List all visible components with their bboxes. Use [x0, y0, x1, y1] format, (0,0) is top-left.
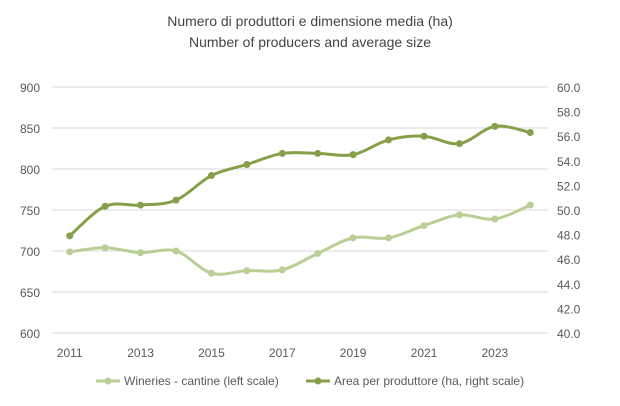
x-tick-label: 2021 — [411, 346, 438, 360]
y-right-tick-label: 56.0 — [557, 130, 581, 144]
data-point — [385, 234, 393, 242]
y-left-tick-label: 650 — [20, 286, 40, 300]
y-right-tick-label: 42.0 — [557, 302, 581, 316]
data-point — [349, 234, 357, 242]
data-point — [172, 196, 180, 204]
chart-title: Numero di produttori e dimensione media … — [167, 13, 453, 29]
legend-label: Area per produttore (ha, right scale) — [334, 374, 524, 388]
x-tick-label: 2019 — [340, 346, 367, 360]
y-left-tick-label: 850 — [20, 122, 40, 136]
data-point — [66, 248, 74, 256]
chart-subtitle: Number of producers and average size — [189, 34, 431, 50]
data-point — [349, 151, 357, 159]
data-point — [137, 249, 145, 257]
data-point — [101, 202, 109, 210]
y-left-tick-label: 900 — [20, 81, 40, 95]
data-point — [314, 249, 322, 257]
y-left-tick-label: 700 — [20, 245, 40, 259]
data-point — [243, 160, 251, 168]
data-point — [243, 267, 251, 275]
legend: Wineries - cantine (left scale) Area per … — [96, 374, 524, 388]
data-point — [526, 201, 534, 209]
y-right-tick-label: 44.0 — [557, 278, 581, 292]
y-right-tick-label: 46.0 — [557, 253, 581, 267]
legend-swatch-marker — [104, 377, 112, 385]
y-right-tick-label: 60.0 — [557, 81, 581, 95]
y-right-tick-label: 52.0 — [557, 179, 581, 193]
x-tick-label: 2017 — [269, 346, 296, 360]
data-point — [207, 269, 215, 277]
data-point — [314, 149, 322, 157]
data-point — [526, 129, 534, 137]
data-point — [172, 247, 180, 255]
y-left-tick-label: 750 — [20, 204, 40, 218]
data-point — [491, 122, 499, 130]
x-tick-label: 2023 — [482, 346, 509, 360]
y-right-tick-label: 54.0 — [557, 155, 581, 169]
data-point — [455, 211, 463, 219]
data-point — [278, 266, 286, 274]
data-point — [385, 136, 393, 144]
data-point — [455, 140, 463, 148]
data-point — [101, 244, 109, 252]
data-point — [420, 132, 428, 140]
y-right-tick-label: 48.0 — [557, 229, 581, 243]
data-point — [66, 232, 74, 240]
data-point — [278, 149, 286, 157]
legend-swatch-marker — [314, 377, 322, 385]
x-tick-label: 2015 — [198, 346, 225, 360]
data-point — [207, 172, 215, 180]
y-left-tick-label: 600 — [20, 327, 40, 341]
y-left-tick-label: 800 — [20, 163, 40, 177]
data-point — [420, 222, 428, 230]
y-right-tick-label: 40.0 — [557, 327, 581, 341]
y-right-tick-label: 58.0 — [557, 106, 581, 120]
data-point — [137, 201, 145, 209]
y-right-tick-label: 50.0 — [557, 204, 581, 218]
x-tick-label: 2013 — [127, 346, 154, 360]
legend-label: Wineries - cantine (left scale) — [124, 374, 279, 388]
data-point — [491, 215, 499, 223]
x-tick-label: 2011 — [57, 346, 83, 360]
